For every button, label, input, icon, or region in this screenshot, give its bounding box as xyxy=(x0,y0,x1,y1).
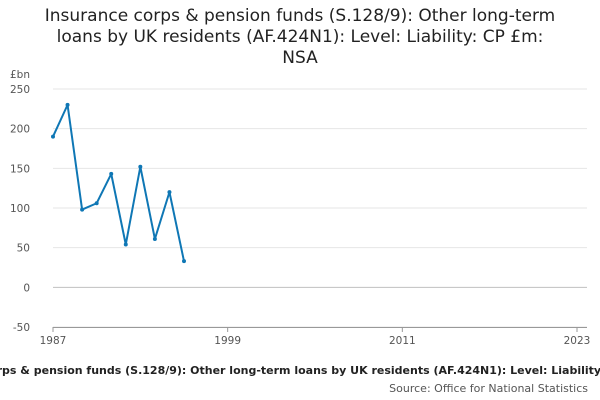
series-line xyxy=(52,103,185,262)
data-point[interactable] xyxy=(109,171,114,176)
data-point[interactable] xyxy=(138,164,143,169)
data-point[interactable] xyxy=(80,207,85,212)
chart-title-line-2: loans by UK residents (AF.424N1): Level:… xyxy=(56,27,544,47)
y-tick-label: 0 xyxy=(23,282,30,294)
axes: 250 200 150 100 50 0 -50 1987 1999 2011 2023 xyxy=(10,84,590,347)
y-tick-label: 50 xyxy=(17,243,30,255)
x-tick-label: 1999 xyxy=(214,335,241,347)
chart-title-line-3: NSA xyxy=(282,48,318,68)
series xyxy=(51,102,186,264)
chart-title: Insurance corps & pension funds (S.128/9… xyxy=(0,6,600,69)
data-point[interactable] xyxy=(152,236,157,241)
chart-footer-title: Insurance corps & pension funds (S.128/9… xyxy=(0,364,600,377)
x-tick-label: 2023 xyxy=(564,335,591,347)
x-tick-label: 2011 xyxy=(389,335,416,347)
data-point[interactable] xyxy=(51,134,55,139)
chart-source: Source: Office for National Statistics xyxy=(389,382,588,395)
chart-title-line-1: Insurance corps & pension funds (S.128/9… xyxy=(44,6,556,26)
x-tick-label: 1987 xyxy=(40,335,67,347)
data-point[interactable] xyxy=(123,242,128,247)
y-tick-label: 150 xyxy=(10,163,30,175)
y-tick-label: 250 xyxy=(10,84,30,96)
data-point[interactable] xyxy=(94,201,99,206)
y-tick-label: 100 xyxy=(10,203,30,215)
data-point[interactable] xyxy=(167,190,172,195)
y-tick-label: 200 xyxy=(10,124,30,136)
y-tick-label: -50 xyxy=(13,322,30,334)
data-point[interactable] xyxy=(182,259,186,264)
data-point[interactable] xyxy=(65,102,70,107)
y-axis-label: £bn xyxy=(10,69,30,81)
